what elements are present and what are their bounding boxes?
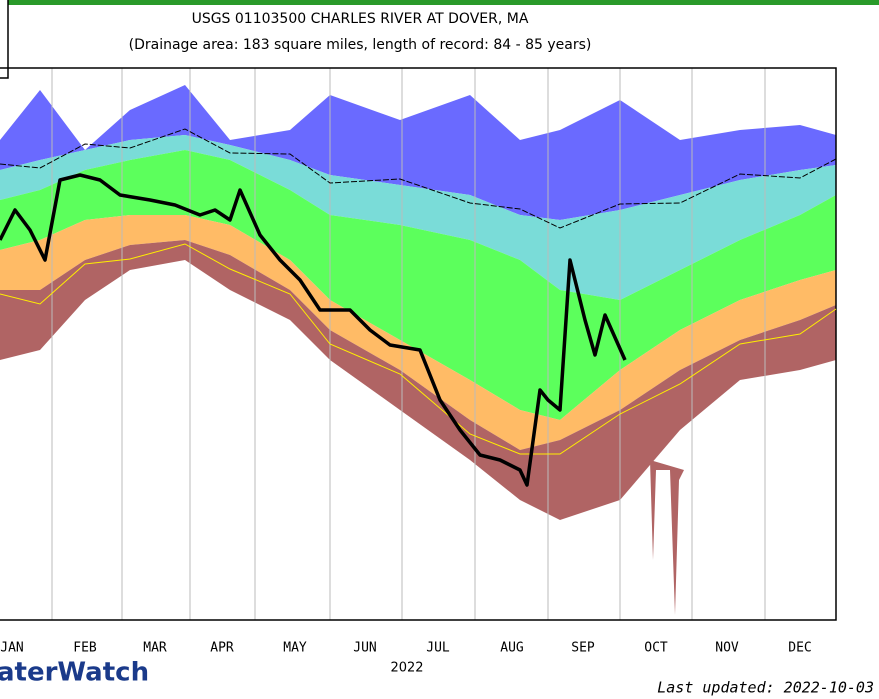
x-tick-label: FEB (73, 641, 97, 656)
observed-line (0, 173, 627, 487)
band (0, 85, 836, 220)
x-tick-label: OCT (644, 641, 668, 656)
brand: aterWatch (0, 658, 149, 688)
low-spikes (650, 460, 684, 615)
last-updated: Last updated: 2022-10-03 (657, 679, 874, 697)
x-tick-label: JUL (426, 641, 450, 656)
chart-subtitle: (Drainage area: 183 square miles, length… (129, 37, 592, 53)
x-tick-label: AUG (500, 641, 524, 656)
plot-frame (0, 67, 837, 621)
x-tick-label: MAR (143, 641, 167, 656)
x-tick-label: SEP (571, 641, 595, 656)
plot-area (0, 67, 837, 621)
mean-line (0, 243, 837, 455)
band (0, 135, 836, 300)
band (0, 150, 836, 420)
x-axis-label: 2022 (390, 661, 423, 676)
x-tick-label: NOV (715, 641, 739, 656)
x-tick-label: DEC (788, 641, 811, 656)
legend-box (0, 0, 9, 79)
x-tick-label: JUN (353, 641, 376, 656)
band (0, 215, 836, 450)
chart-title: USGS 01103500 CHARLES RIVER AT DOVER, MA (192, 11, 529, 27)
x-tick-label: MAY (283, 641, 307, 656)
x-tick-label: JAN (0, 641, 23, 656)
x-tick-label: APR (210, 641, 234, 656)
top-border (0, 0, 879, 5)
band (0, 240, 836, 520)
median-line (0, 128, 837, 229)
